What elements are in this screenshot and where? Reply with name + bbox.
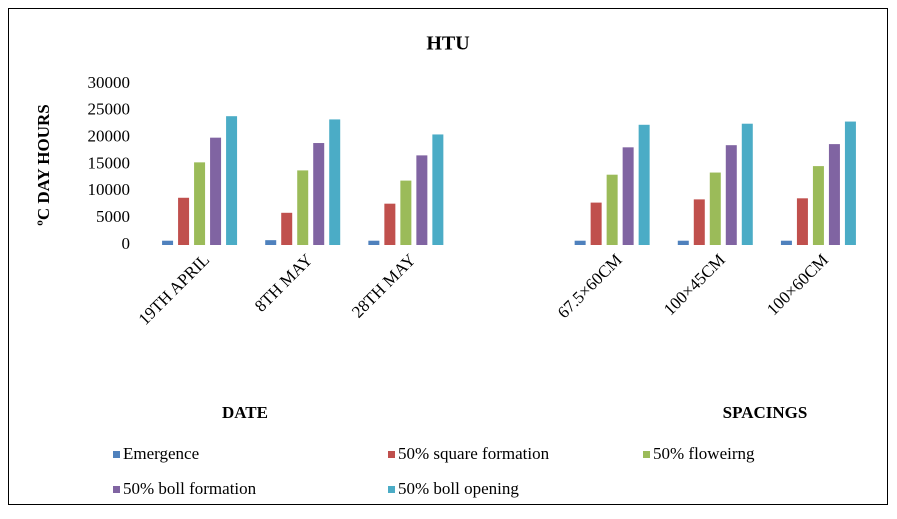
legend-label: 50% boll formation — [123, 479, 257, 498]
legend-label: 50% boll opening — [398, 479, 519, 498]
bar — [432, 134, 444, 245]
bar — [709, 172, 721, 245]
group-label: DATE — [222, 403, 268, 422]
y-tick-label: 10000 — [88, 180, 131, 199]
bar — [313, 143, 325, 245]
bar — [297, 170, 309, 245]
y-tick-label: 30000 — [88, 73, 131, 92]
chart-title: HTU — [426, 33, 469, 55]
bar — [844, 121, 856, 245]
bar — [400, 180, 412, 245]
bar — [828, 144, 840, 245]
bar — [725, 145, 737, 245]
chart-border — [8, 8, 888, 505]
bar — [281, 212, 293, 245]
legend-marker — [113, 486, 120, 493]
legend-label: 50% square formation — [398, 444, 550, 463]
bar — [416, 155, 428, 245]
y-tick-label: 0 — [122, 234, 131, 253]
bar — [693, 199, 705, 245]
legend-marker — [388, 486, 395, 493]
bar — [194, 162, 206, 245]
bar — [677, 240, 689, 245]
bar — [796, 198, 808, 245]
bar — [574, 240, 586, 245]
y-tick-label: 5000 — [96, 207, 130, 226]
bar — [741, 123, 753, 245]
group-label: SPACINGS — [723, 403, 808, 422]
legend-marker — [643, 451, 650, 458]
y-tick-label: 20000 — [88, 127, 131, 146]
bar — [384, 203, 396, 245]
bar — [590, 202, 602, 245]
bar — [638, 124, 650, 245]
bar — [622, 147, 634, 245]
bar — [780, 240, 792, 245]
y-tick-label: 15000 — [88, 153, 131, 172]
bar — [812, 166, 824, 245]
bar — [226, 116, 238, 245]
bar — [210, 137, 222, 245]
y-tick-label: 25000 — [88, 100, 131, 119]
legend-label: 50% floweirng — [653, 444, 755, 463]
bar — [606, 174, 618, 245]
legend-marker — [388, 451, 395, 458]
legend-marker — [113, 451, 120, 458]
bar — [162, 240, 174, 245]
y-axis-label: ºC DAY HOURS — [34, 104, 53, 225]
bar — [178, 197, 190, 245]
bar — [329, 119, 341, 245]
bar — [368, 240, 380, 245]
legend-label: Emergence — [123, 444, 199, 463]
bar — [265, 240, 277, 245]
